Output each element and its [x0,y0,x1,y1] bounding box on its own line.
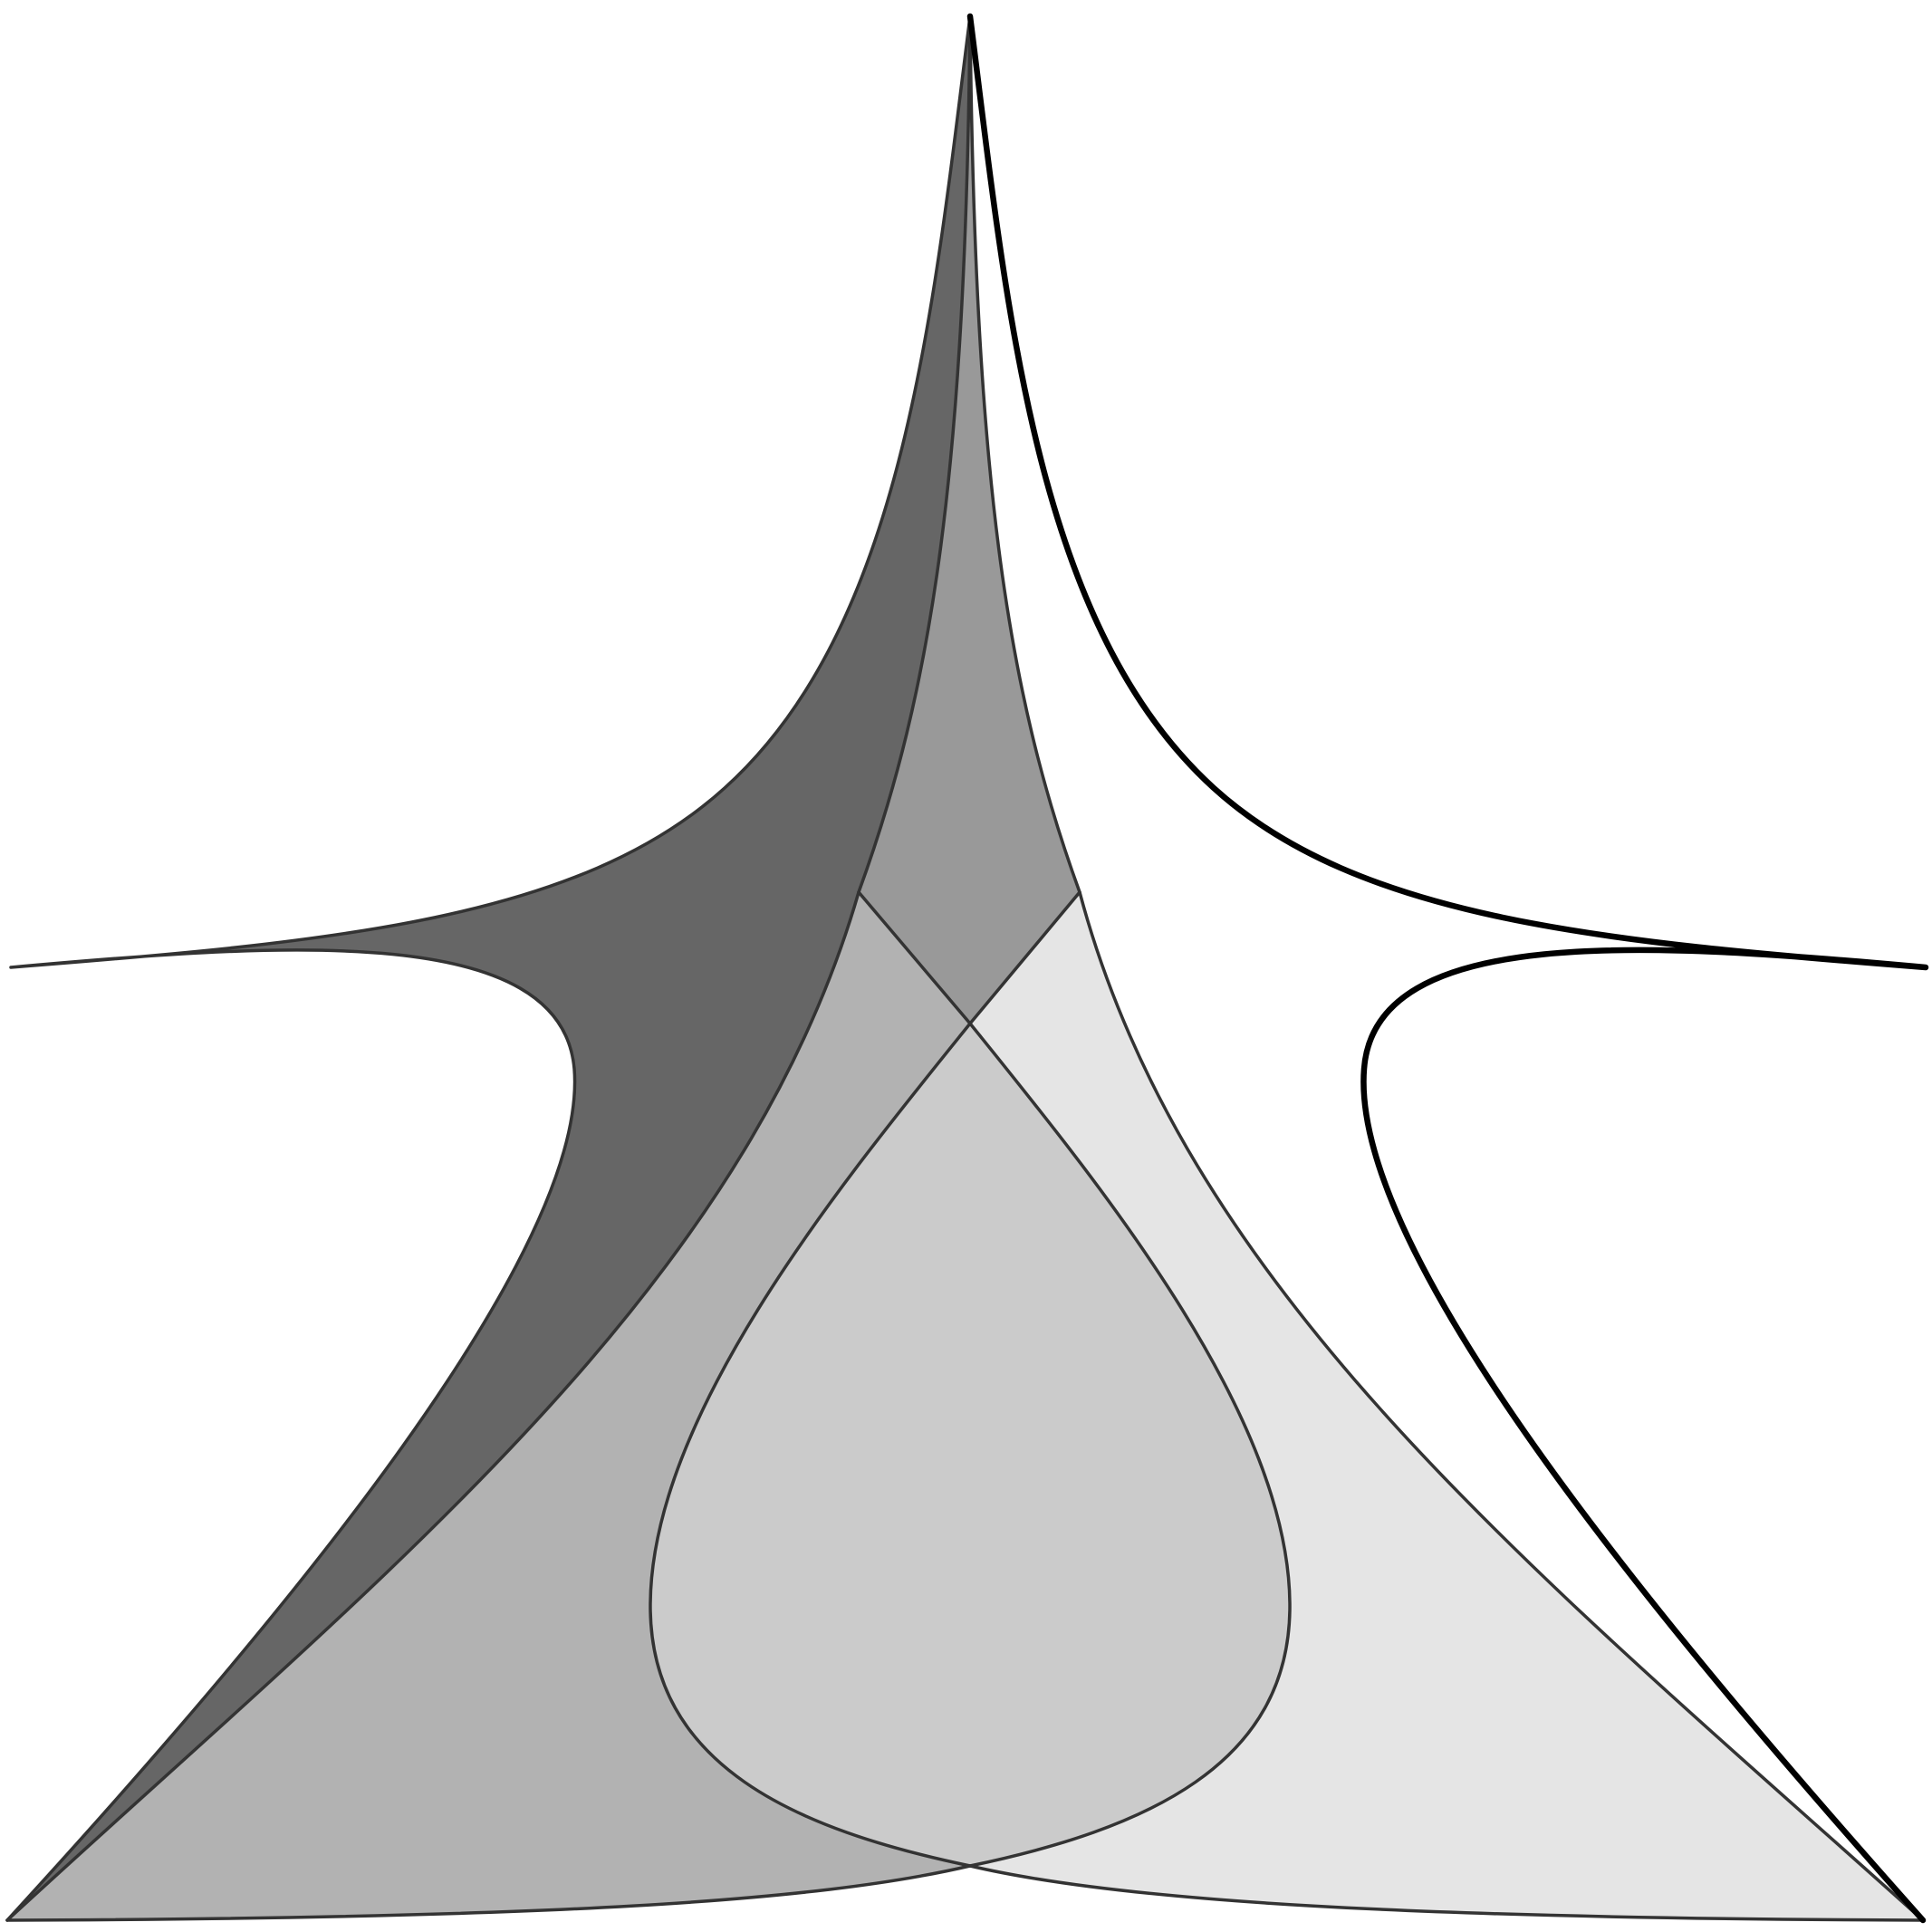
upper-cross-left-line [857,890,972,1025]
left-inner-tall-curve [5,14,972,1922]
left-outer-curve [5,14,972,1922]
outline-curves [5,14,1925,1922]
top-lens-region [859,16,1080,1024]
right-inner-tall-curve [968,14,1925,1922]
bold-curves [966,13,1929,1924]
left-wing-region [7,16,970,1920]
left-lower-region [7,892,970,1920]
bottom-right-curve [968,1864,1925,1922]
shaded-regions [7,16,1923,1920]
right-outer-bold-curve [966,13,1929,1924]
central-loop-region [649,1024,1291,1866]
upper-cross-right-line [968,890,1081,1025]
right-lower-region [970,892,1923,1920]
bottom-left-curve [5,1864,972,1922]
